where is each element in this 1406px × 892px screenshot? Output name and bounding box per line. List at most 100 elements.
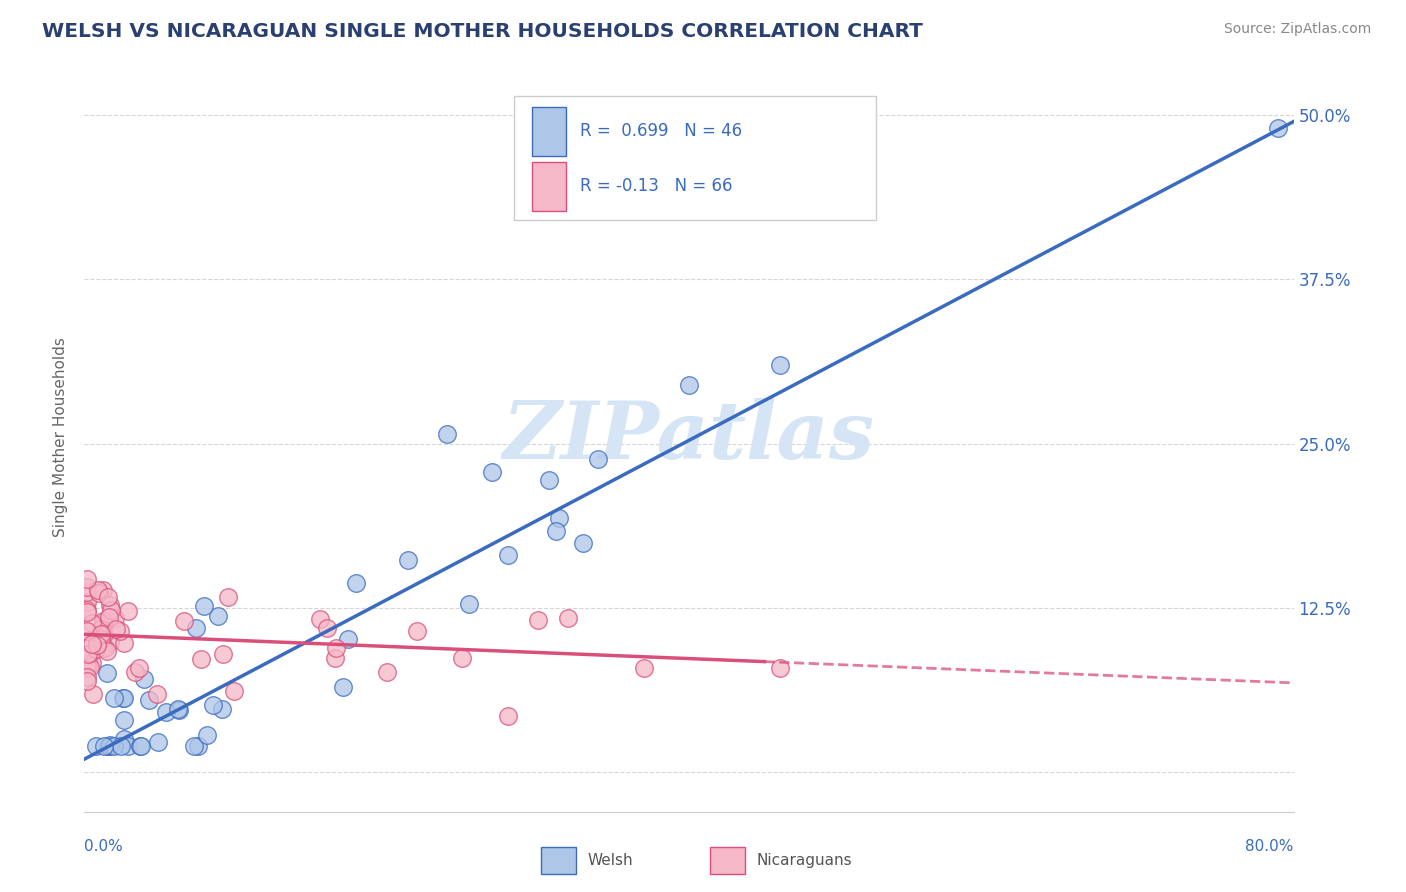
Point xyxy=(76,661,98,675)
Point xyxy=(344,576,367,591)
Point xyxy=(678,378,700,392)
Point xyxy=(1267,121,1289,136)
Point xyxy=(93,626,115,640)
Point xyxy=(112,690,135,705)
Point xyxy=(76,603,98,617)
Point xyxy=(481,465,503,479)
Point xyxy=(316,621,339,635)
Point xyxy=(76,636,98,650)
Point xyxy=(76,585,98,599)
Point xyxy=(173,614,195,628)
Text: R =  0.699   N = 46: R = 0.699 N = 46 xyxy=(581,122,742,140)
Point xyxy=(458,597,481,611)
Point xyxy=(572,535,595,549)
Point xyxy=(100,738,122,752)
Point xyxy=(76,595,98,609)
Point xyxy=(79,659,101,673)
Point xyxy=(108,624,131,638)
Point xyxy=(557,611,579,625)
Point xyxy=(217,590,239,604)
Point xyxy=(76,573,98,587)
Point xyxy=(207,608,229,623)
Point xyxy=(183,739,205,753)
Point xyxy=(110,739,132,753)
Point xyxy=(82,687,104,701)
Point xyxy=(201,698,224,712)
Point xyxy=(451,651,474,665)
Point xyxy=(187,739,209,753)
Point xyxy=(193,599,215,614)
Point xyxy=(104,622,127,636)
Point xyxy=(87,586,110,600)
Point xyxy=(79,647,101,661)
Point xyxy=(190,651,212,665)
Point xyxy=(336,632,359,647)
Point xyxy=(129,739,152,753)
Point xyxy=(76,580,98,594)
Point xyxy=(406,624,429,638)
Point xyxy=(211,647,233,661)
Point xyxy=(112,636,135,650)
Point xyxy=(195,729,218,743)
Point xyxy=(138,692,160,706)
Point xyxy=(76,658,98,673)
Point xyxy=(146,687,169,701)
Point xyxy=(90,627,112,641)
Point xyxy=(86,633,108,648)
Point xyxy=(86,638,108,652)
Point xyxy=(224,684,246,698)
Point xyxy=(633,661,655,675)
Point xyxy=(97,739,120,753)
Point xyxy=(103,611,125,625)
Point xyxy=(184,621,207,635)
Point xyxy=(323,651,346,665)
Point xyxy=(98,598,121,612)
Text: ZIPatlas: ZIPatlas xyxy=(503,399,875,475)
Text: R = -0.13   N = 66: R = -0.13 N = 66 xyxy=(581,178,733,195)
Point xyxy=(166,702,188,716)
Point xyxy=(93,739,115,753)
Point xyxy=(82,656,104,670)
Point xyxy=(76,648,98,662)
Point xyxy=(90,622,112,636)
Point xyxy=(396,553,419,567)
Point xyxy=(155,705,177,719)
Point xyxy=(91,627,114,641)
Point xyxy=(112,714,135,728)
Point xyxy=(82,615,104,630)
Point xyxy=(91,640,114,655)
Point xyxy=(93,615,115,629)
Point xyxy=(76,605,98,619)
Point xyxy=(86,641,108,656)
Point xyxy=(769,661,792,675)
Text: WELSH VS NICARAGUAN SINGLE MOTHER HOUSEHOLDS CORRELATION CHART: WELSH VS NICARAGUAN SINGLE MOTHER HOUSEH… xyxy=(42,22,924,41)
Point xyxy=(146,735,169,749)
Point xyxy=(436,427,458,442)
Point xyxy=(96,644,118,658)
Point xyxy=(76,624,98,638)
Point xyxy=(91,614,114,628)
Point xyxy=(131,739,153,753)
FancyBboxPatch shape xyxy=(531,107,565,156)
Point xyxy=(98,635,121,649)
FancyBboxPatch shape xyxy=(513,96,876,219)
Point xyxy=(103,690,125,705)
Point xyxy=(97,590,120,604)
FancyBboxPatch shape xyxy=(531,162,565,211)
Point xyxy=(76,670,98,684)
Point xyxy=(117,739,139,753)
Text: 80.0%: 80.0% xyxy=(1246,838,1294,854)
Point xyxy=(375,665,398,680)
Point xyxy=(527,613,550,627)
Point xyxy=(76,673,98,688)
Point xyxy=(94,640,117,655)
Point xyxy=(84,739,107,753)
Point xyxy=(588,452,610,467)
Text: Source: ZipAtlas.com: Source: ZipAtlas.com xyxy=(1223,22,1371,37)
Point xyxy=(547,510,569,524)
Text: Nicaraguans: Nicaraguans xyxy=(756,854,852,868)
Point xyxy=(117,604,139,618)
Point xyxy=(325,641,347,656)
Point xyxy=(112,732,135,747)
Point xyxy=(90,632,112,646)
